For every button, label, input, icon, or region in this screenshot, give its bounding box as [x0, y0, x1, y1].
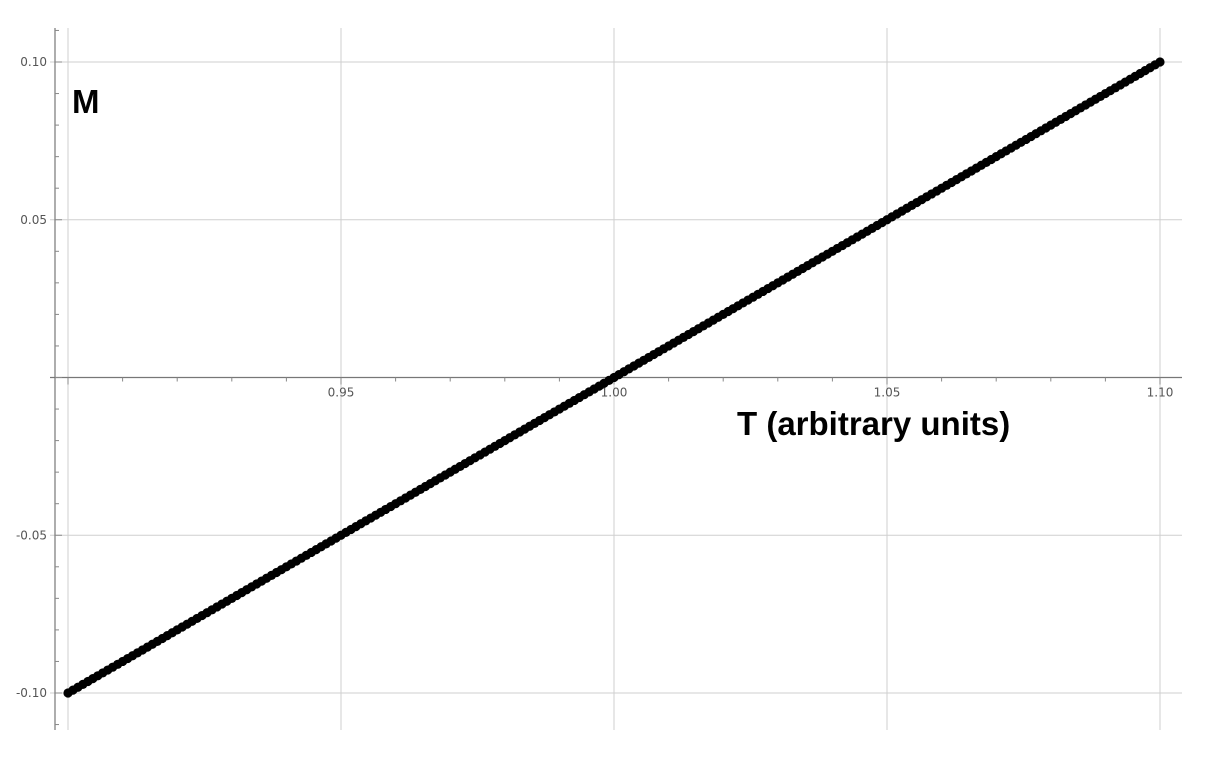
x-tick-label: 1.10 — [1147, 386, 1174, 400]
x-tick-label: 1.05 — [874, 386, 901, 400]
x-axis-label: T (arbitrary units) — [737, 405, 1010, 442]
y-tick-label: 0.05 — [20, 213, 47, 227]
data-points — [63, 57, 1165, 698]
x-tick-label: 0.95 — [328, 386, 355, 400]
x-tick-labels: 0.95 1.00 1.05 1.10 — [328, 386, 1174, 400]
y-tick-labels: 0.10 0.05 -0.05 -0.10 — [16, 55, 47, 700]
y-axis-label: M — [72, 83, 100, 120]
y-tick-label: 0.10 — [20, 55, 47, 69]
x-tick-label: 1.00 — [601, 386, 628, 400]
y-tick-label: -0.10 — [16, 686, 47, 700]
minor-ticks — [55, 29, 1161, 726]
y-tick-label: -0.05 — [16, 528, 47, 542]
data-point — [1155, 57, 1165, 67]
